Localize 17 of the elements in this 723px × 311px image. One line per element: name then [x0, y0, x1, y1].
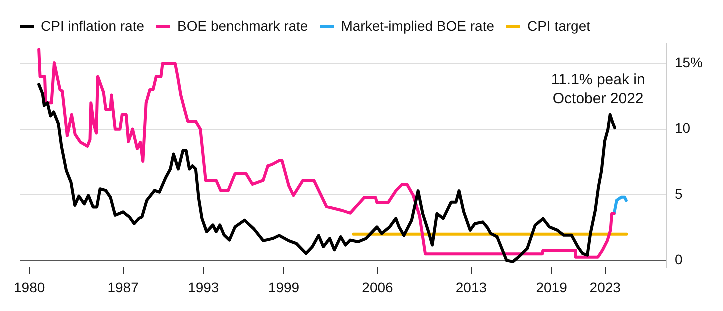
- x-tick-label: 2023: [590, 279, 622, 296]
- x-tick-label: 1980: [14, 279, 46, 296]
- x-tick-label: 2013: [456, 279, 488, 296]
- legend-label: CPI inflation rate: [41, 18, 145, 34]
- x-tick-label: 2019: [536, 279, 568, 296]
- annotation: 11.1% peak in October 2022: [551, 72, 646, 108]
- y-tick-label: 15%: [674, 54, 704, 71]
- legend-label: Market-implied BOE rate: [341, 18, 495, 34]
- x-tick-label: 1987: [108, 279, 140, 296]
- x-tick-label: 2006: [362, 279, 394, 296]
- y-tick-label: 10: [674, 120, 691, 136]
- legend-label: BOE benchmark rate: [177, 18, 308, 34]
- y-tick-label: 5: [674, 186, 683, 202]
- x-tick-label: 1999: [268, 279, 300, 296]
- x-tick-label: 1993: [188, 279, 220, 296]
- legend-label: CPI target: [527, 18, 591, 34]
- y-tick-label: 0: [674, 251, 683, 268]
